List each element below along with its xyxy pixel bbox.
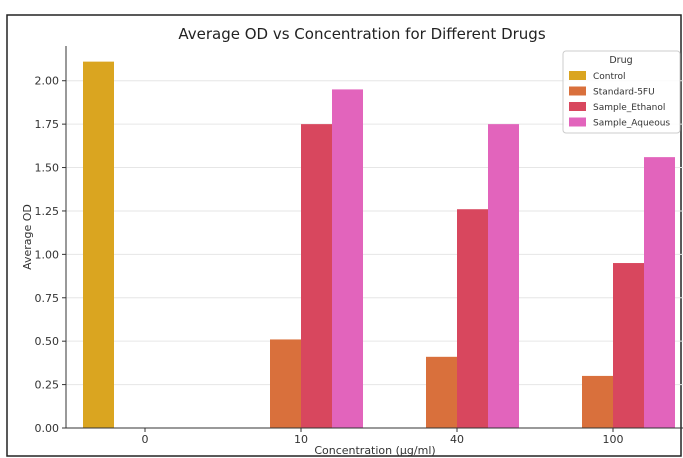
bar-standard-5fu-10 (270, 339, 301, 428)
legend-label: Sample_Ethanol (593, 103, 665, 113)
bar-sample-aqueous-10 (332, 89, 363, 428)
y-tick-label: 1.50 (35, 162, 60, 175)
legend-swatch (569, 86, 586, 96)
y-axis-label: Average OD (21, 204, 34, 270)
x-axis-label: Concentration (µg/ml) (314, 444, 435, 457)
legend-swatch (569, 117, 586, 127)
y-ticks: 0.00 0.25 0.50 0.75 1.00 1.25 1.50 1.75 2.00 (35, 75, 66, 435)
figure-border (6, 14, 682, 457)
x-ticks: 0 10 40 100 (142, 428, 624, 446)
legend-label: Sample_Aqueous (593, 119, 670, 129)
y-tick-label: 1.00 (35, 248, 60, 261)
x-tick-label: 10 (294, 433, 308, 446)
legend-label: Control (593, 72, 626, 82)
legend-swatch (569, 71, 586, 80)
y-tick-label: 0.75 (35, 292, 60, 305)
y-tick-label: 2.00 (35, 75, 60, 88)
chart-title: Average OD vs Concentration for Differen… (178, 25, 545, 43)
legend-box (562, 50, 681, 134)
y-tick-label: 0.25 (35, 379, 60, 392)
bar-standard-5fu-100 (582, 375, 613, 428)
bars (83, 61, 675, 429)
legend-title: Drug (609, 55, 632, 66)
y-tick-label: 0.00 (35, 422, 60, 435)
y-tick-label: 0.50 (35, 335, 60, 348)
x-tick-label: 0 (142, 433, 149, 446)
x-tick-label: 100 (603, 433, 624, 446)
y-tick-label: 1.75 (35, 118, 60, 131)
legend-label: Standard-5FU (593, 88, 655, 98)
bar-sample-ethanol-40 (457, 209, 488, 428)
bar-standard-5fu-40 (426, 356, 457, 428)
bar-control-0 (83, 61, 114, 429)
bar-sample-aqueous-40 (488, 124, 519, 429)
x-tick-label: 40 (450, 433, 464, 446)
bar-sample-ethanol-10 (301, 124, 332, 429)
y-tick-label: 1.25 (35, 205, 60, 218)
legend: Drug Control Standard-5FU Sample_Ethanol Sa… (562, 50, 681, 134)
bar-sample-aqueous-100 (644, 157, 675, 429)
legend-swatch (569, 102, 586, 111)
bar-sample-ethanol-100 (613, 263, 644, 428)
